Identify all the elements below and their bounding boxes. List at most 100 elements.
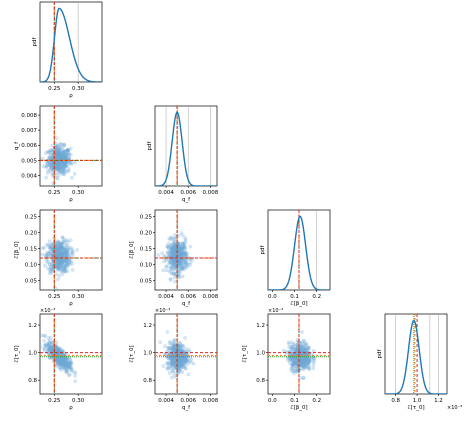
scatter-point: [56, 245, 61, 250]
x-tick-label: 0.30: [72, 398, 85, 404]
scatter-point: [292, 359, 296, 364]
scatter-point: [170, 245, 174, 250]
scatter-point: [180, 241, 185, 246]
scatter-point: [178, 259, 183, 263]
scatter-point: [56, 265, 61, 269]
scatter-point: [69, 360, 74, 365]
scatter-point: [188, 360, 193, 365]
scatter-point: [49, 345, 53, 349]
scatter-point: [165, 355, 170, 360]
scatter-point: [172, 247, 177, 252]
scatter-point: [63, 361, 67, 366]
scatter-point: [172, 248, 176, 253]
scatter-point: [65, 361, 70, 366]
scatter-point: [57, 147, 62, 151]
scatter-point: [170, 359, 175, 364]
scatter-point: [57, 254, 62, 259]
scatter-point: [53, 248, 58, 252]
scatter-point: [42, 346, 46, 351]
scatter-point: [172, 244, 176, 249]
y-tick-label: 1.0: [143, 351, 152, 357]
y-tick-label: 0.005: [21, 158, 37, 164]
scatter-point: [59, 357, 64, 361]
panel-Etau-vs-qf: [153, 313, 218, 396]
scatter-point: [56, 163, 61, 168]
scatter-point: [180, 246, 185, 251]
scatter-point: [56, 360, 60, 365]
scatter-point: [57, 148, 62, 153]
scatter-point: [56, 347, 61, 352]
scatter-point: [57, 152, 62, 156]
scatter-point: [173, 232, 177, 237]
scatter-point: [62, 360, 67, 365]
scatter-point: [185, 262, 190, 267]
scatter-point: [179, 357, 184, 361]
scatter-point: [59, 347, 64, 352]
scatter-point: [172, 349, 176, 354]
y-tick-label: 0.15: [25, 246, 38, 252]
scatter-point: [60, 171, 64, 175]
scatter-point: [57, 360, 62, 364]
scatter-point: [57, 155, 62, 159]
scatter-point: [170, 251, 174, 256]
scatter-point: [59, 166, 64, 171]
scatter-point: [64, 149, 69, 154]
scatter-point: [61, 165, 66, 170]
scatter-point: [180, 362, 185, 367]
scatter-point: [294, 360, 299, 364]
scatter-point: [179, 251, 184, 255]
scatter-point: [66, 362, 71, 367]
scatter-point: [56, 250, 61, 254]
scatter-point: [48, 164, 53, 168]
scatter-point: [171, 362, 175, 367]
scatter-point: [294, 361, 299, 366]
scatter-point: [168, 243, 173, 248]
scatter-point: [311, 360, 316, 365]
scatter-point: [167, 251, 172, 255]
scatter-point: [49, 345, 54, 350]
scatter-point: [49, 270, 54, 275]
scatter-point: [170, 261, 174, 266]
scatter-point: [291, 362, 295, 367]
scatter-point: [164, 268, 169, 273]
scatter-point: [55, 161, 59, 166]
scatter-point: [172, 337, 177, 342]
scatter-point: [289, 347, 294, 351]
scatter-point: [300, 366, 305, 371]
scatter-point: [56, 264, 61, 269]
scatter-point: [172, 344, 176, 348]
scatter-point: [290, 345, 294, 350]
scatter-point: [48, 335, 53, 340]
scatter-point: [57, 361, 62, 366]
scatter-point: [61, 156, 65, 161]
panel-rho-vs-rho: [39, 1, 103, 84]
scatter-point: [57, 263, 62, 268]
scatter-point: [57, 155, 62, 160]
panel-Etau-vs-Etau: [384, 313, 448, 396]
scatter-point: [166, 245, 171, 249]
scatter-point: [58, 362, 63, 367]
scatter-point: [300, 351, 304, 355]
scatter-point: [63, 259, 68, 264]
scatter-point: [181, 244, 186, 249]
scatter-point: [288, 358, 293, 363]
scatter-point: [311, 348, 316, 353]
scatter-point: [60, 251, 65, 256]
scatter-point: [301, 339, 306, 344]
scatter-point: [56, 349, 61, 354]
scatter-point: [306, 361, 310, 365]
scatter-point: [50, 167, 55, 172]
scatter-point: [64, 359, 69, 364]
scatter-point: [307, 367, 311, 372]
scatter-point: [302, 342, 307, 347]
scatter-point: [59, 252, 64, 257]
scatter-point: [60, 258, 65, 263]
scatter-point: [65, 362, 70, 367]
scatter-point: [303, 360, 308, 364]
scatter-point: [46, 260, 51, 265]
scatter-point: [73, 379, 78, 384]
scatter-point: [56, 268, 60, 272]
scatter-point: [48, 163, 53, 168]
scatter-point: [64, 362, 69, 367]
scatter-point: [178, 369, 182, 374]
